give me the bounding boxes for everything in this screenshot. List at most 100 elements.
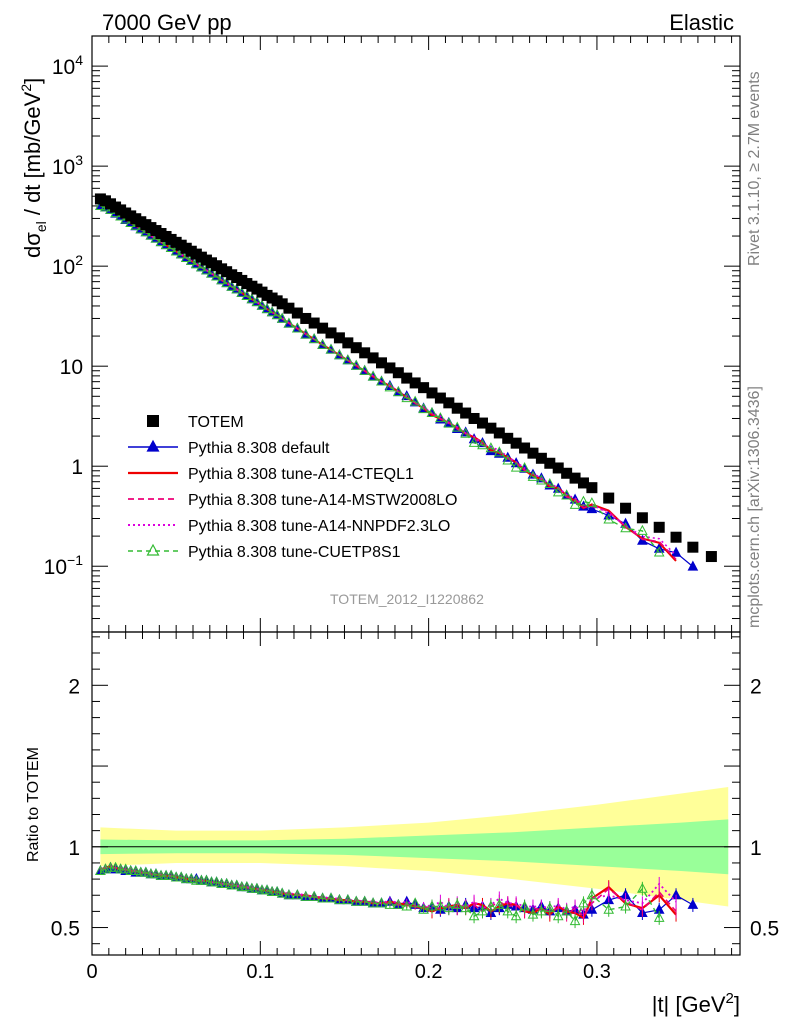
main-point-cuetp8s1	[261, 303, 273, 314]
ratio-point-cuetp8s1	[468, 910, 480, 921]
y-tick-label: 103	[52, 152, 83, 179]
legend-marker	[146, 439, 160, 452]
ratio-point-cuetp8s1	[620, 900, 631, 911]
totem-point	[653, 521, 665, 533]
totem-point	[308, 317, 320, 329]
y-tick-label: 1	[71, 456, 83, 479]
ratio-point-cuetp8s1	[401, 900, 413, 911]
ratio-y-axis-label: Ratio to TOTEM	[25, 747, 42, 862]
ratio-y-tick-label-right: 1	[750, 837, 762, 860]
main-point-cuetp8s1	[241, 289, 253, 301]
main-line-mstw	[100, 204, 677, 560]
main-point-cuetp8s1	[536, 474, 547, 485]
ratio-point-cuetp8s1	[443, 902, 455, 913]
legend-label: Pythia 8.308 tune-A14-CTEQL1	[188, 466, 414, 483]
ratio-point-cuetp8s1	[276, 887, 288, 898]
totem-point	[350, 342, 362, 354]
totem-point	[519, 442, 531, 454]
legend-marker	[146, 543, 160, 556]
mcplots-label: mcplots.cern.ch [arXiv:1306.3436]	[746, 386, 763, 628]
x-axis-label: |t| [GeV2]	[652, 990, 740, 1017]
main-point-cuetp8s1	[180, 251, 192, 262]
ratio-point-cuetp8s1	[251, 882, 263, 893]
ratio-point-cuetp8s1	[110, 861, 121, 872]
totem-point	[705, 551, 717, 563]
ratio-point-cuetp8s1	[175, 871, 187, 882]
y-tick-label: 10−1	[44, 552, 84, 579]
ratio-point-cuetp8s1	[300, 890, 312, 901]
ratio-point-cuetp8s1	[561, 905, 572, 916]
main-point-cuetp8s1	[185, 254, 197, 265]
main-point-cuetp8s1	[216, 274, 227, 285]
totem-point	[670, 531, 682, 543]
ratio-point-cuetp8s1	[271, 885, 283, 897]
main-point-cuetp8s1	[418, 403, 429, 414]
main-point-cuetp8s1	[246, 293, 258, 304]
main-point-cuetp8s1	[620, 522, 631, 533]
main-point-cuetp8s1	[603, 513, 615, 524]
totem-point	[359, 347, 371, 359]
totem-point	[485, 422, 497, 434]
ratio-point-cuetp8s1	[292, 889, 303, 900]
main-point-cuetp8s1	[325, 343, 337, 354]
main-point-cuetp8s1	[544, 477, 556, 489]
totem-point	[552, 462, 564, 474]
main-point-cuetp8s1	[653, 546, 665, 557]
totem-point	[317, 322, 329, 334]
ratio-point-cuetp8s1	[451, 898, 463, 909]
main-point-cuetp8s1	[392, 386, 404, 397]
totem-point	[636, 512, 648, 524]
main-point-cuetp8s1	[266, 306, 278, 317]
main-point-cuetp8s1	[451, 421, 463, 432]
main-point-cuetp8s1	[236, 286, 248, 297]
main-point-cuetp8s1	[578, 495, 589, 506]
ratio-point-default	[687, 898, 699, 909]
ratio-point-cuetp8s1	[603, 903, 615, 914]
ratio-point-cuetp8s1	[418, 903, 429, 914]
ratio-point-cuetp8s1	[211, 876, 222, 887]
x-tick-label: 0	[86, 961, 97, 983]
totem-point	[586, 482, 598, 494]
main-point-cuetp8s1	[196, 261, 207, 272]
main-point-cuetp8s1	[300, 328, 312, 339]
ratio-point-cuetp8s1	[201, 874, 212, 885]
ratio-point-cuetp8s1	[334, 894, 345, 905]
ratio-point-cuetp8s1	[578, 897, 589, 908]
totem-point	[291, 307, 303, 319]
main-point-cuetp8s1	[226, 280, 238, 291]
totem-point	[401, 372, 413, 384]
ratio-point-cuetp8s1	[392, 898, 404, 909]
ratio-point-cuetp8s1	[519, 900, 530, 911]
main-point-cuetp8s1	[586, 497, 598, 508]
main-point-cuetp8s1	[342, 354, 354, 365]
main-point-cuetp8s1	[384, 381, 396, 392]
ratio-point-cuetp8s1	[120, 863, 131, 874]
ratio-line-cuetp8s1	[100, 867, 660, 923]
ratio-y-tick-label: 0.5	[51, 918, 80, 941]
ratio-y-tick-label-right: 0.5	[750, 918, 779, 941]
legend-label: Pythia 8.308 tune-CUETP8S1	[188, 544, 401, 561]
process-label: Elastic	[669, 10, 734, 35]
legend: TOTEM Pythia 8.308 default Pythia 8.308 tu…	[128, 414, 457, 561]
main-point-cuetp8s1	[367, 370, 379, 381]
totem-point	[418, 382, 430, 394]
ratio-point-cuetp8s1	[342, 894, 354, 905]
main-point-cuetp8s1	[485, 442, 497, 453]
totem-point	[468, 412, 480, 424]
ratio-point-cuetp8s1	[502, 905, 514, 916]
ratio-point-cuetp8s1	[544, 902, 556, 913]
ratio-point-cuetp8s1	[308, 890, 320, 901]
ratio-point-cuetp8s1	[426, 900, 438, 911]
ratio-y-tick-label: 1	[68, 837, 80, 860]
main-point-cuetp8s1	[231, 283, 243, 294]
x-tick-label: 0.1	[246, 961, 274, 983]
main-point-cuetp8s1	[350, 359, 362, 370]
totem-point	[687, 541, 699, 553]
main-point-cuetp8s1	[191, 258, 202, 269]
main-point-cuetp8s1	[552, 486, 564, 497]
ratio-point-cuetp8s1	[435, 900, 446, 911]
legend-label: TOTEM	[188, 414, 244, 431]
ratio-point-cuetp8s1	[325, 892, 337, 903]
y-tick-label: 10	[60, 356, 83, 379]
ratio-point-cuetp8s1	[241, 881, 253, 892]
